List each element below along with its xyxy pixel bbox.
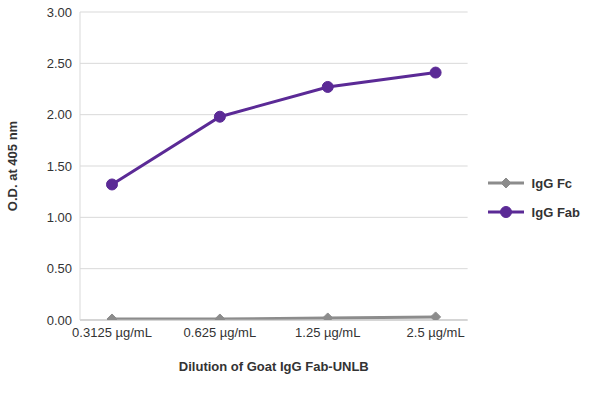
svg-text:0.00: 0.00	[47, 313, 72, 328]
svg-text:3.00: 3.00	[47, 5, 72, 20]
svg-text:1.00: 1.00	[47, 210, 72, 225]
html-text:IgG Fab: IgG Fab	[531, 204, 580, 220]
svg-text:1.25 µg/mL: 1.25 µg/mL	[295, 325, 360, 340]
svg-text:0.3125 µg/mL: 0.3125 µg/mL	[72, 325, 152, 340]
svg-text:0.625 µg/mL: 0.625 µg/mL	[184, 325, 257, 340]
svg-text:Dilution of Goat IgG Fab-UNLB: Dilution of Goat IgG Fab-UNLB	[179, 359, 369, 374]
svg-text:1.50: 1.50	[47, 159, 72, 174]
svg-text:2.5 µg/mL: 2.5 µg/mL	[407, 325, 465, 340]
svg-text:0.50: 0.50	[47, 261, 72, 276]
svg-text:O.D. at 405 nm: O.D. at 405 nm	[8, 121, 20, 211]
svg-text:2.00: 2.00	[47, 107, 72, 122]
svg-text:2.50: 2.50	[47, 56, 72, 71]
html-text:IgG Fc: IgG Fc	[531, 175, 573, 191]
